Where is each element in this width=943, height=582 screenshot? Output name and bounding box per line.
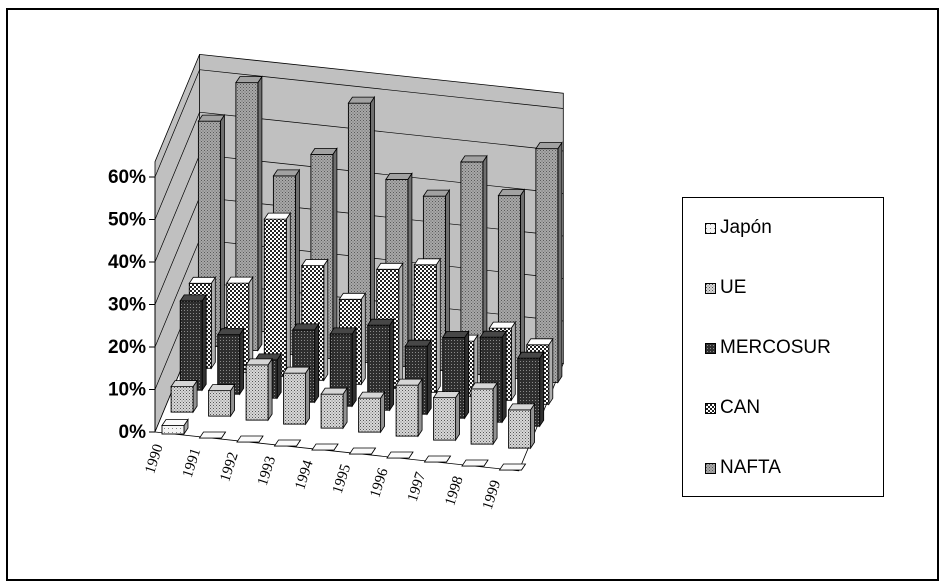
bar-mercosur-1990 (179, 293, 207, 392)
x-tick-label: 1993 (255, 454, 279, 487)
bar-japón-1994 (311, 443, 339, 451)
bar-japón-1991 (198, 431, 227, 439)
bar-ue-1996 (395, 377, 423, 438)
bar-japón-1992 (236, 435, 264, 443)
y-tick-label: 10% (108, 380, 146, 401)
legend-item-japón: Japón (705, 217, 772, 238)
gridline (154, 111, 564, 220)
bar-japón-1996 (386, 451, 414, 459)
legend-item-ue: UE (705, 277, 747, 298)
bar-nafta-1997 (460, 154, 488, 376)
legend-label: Japón (720, 217, 772, 238)
bar-nafta-1999 (535, 141, 563, 384)
legend-swatch (705, 282, 716, 294)
legend-label: CAN (720, 397, 761, 418)
bar-japón-1990 (161, 418, 189, 436)
y-tick-label: 30% (108, 295, 146, 316)
bar-japón-1997 (423, 455, 452, 463)
bar-ue-1991 (207, 383, 236, 418)
x-tick-label: 1992 (217, 450, 241, 483)
bar-ue-1997 (432, 390, 461, 442)
y-tick-label: 20% (108, 337, 146, 358)
legend-item-can: CAN (705, 397, 761, 418)
bar-japón-1999 (498, 463, 527, 471)
bar-ue-1994 (320, 386, 348, 430)
bar-mercosur-1997 (441, 330, 470, 420)
x-tick-label: 1998 (442, 474, 466, 507)
legend-item-nafta: NAFTA (705, 457, 781, 478)
gridline (154, 69, 564, 178)
bar-can-1992 (263, 211, 292, 378)
bar-mercosur-1995 (366, 317, 395, 412)
bar-japón-1995 (348, 447, 377, 455)
bar-ue-1992 (245, 357, 273, 422)
chart-bars (161, 75, 563, 471)
legend-swatch (705, 462, 716, 474)
legend-label: UE (720, 277, 747, 298)
legend: Japón UE MERCOSUR CAN NAFTA (682, 197, 884, 497)
bar-ue-1998 (470, 381, 498, 446)
bar-ue-1999 (507, 402, 536, 450)
legend-swatch (705, 342, 716, 354)
y-tick-label: 60% (108, 167, 146, 188)
x-tick-label: 1991 (180, 446, 204, 479)
x-tick-label: 1997 (405, 470, 430, 504)
y-tick-label: 40% (108, 252, 146, 273)
y-tick-label: 50% (108, 210, 146, 231)
legend-swatch (705, 222, 716, 234)
x-tick-label: 1996 (367, 466, 392, 500)
legend-item-mercosur: MERCOSUR (705, 337, 831, 358)
y-tick-label: 0% (119, 422, 147, 443)
bar-japón-1998 (461, 459, 489, 467)
legend-label: MERCOSUR (720, 337, 831, 358)
bar-ue-1995 (357, 390, 386, 434)
x-tick-label: 1999 (480, 478, 504, 511)
x-tick-label: 1995 (330, 462, 354, 495)
x-tick-label: 1990 (142, 442, 166, 475)
bar-ue-1993 (282, 365, 311, 426)
bar-mercosur-1991 (216, 327, 245, 396)
bar-ue-1990 (170, 379, 198, 414)
bar-japón-1993 (273, 439, 302, 447)
legend-swatch (705, 402, 716, 414)
chart-ticks: 0% 10% 20% 30% 40% 50% 60% 1990 1991 1992 1993 1994… (108, 167, 504, 512)
x-tick-label: 1994 (292, 458, 317, 492)
legend-label: NAFTA (720, 457, 781, 478)
